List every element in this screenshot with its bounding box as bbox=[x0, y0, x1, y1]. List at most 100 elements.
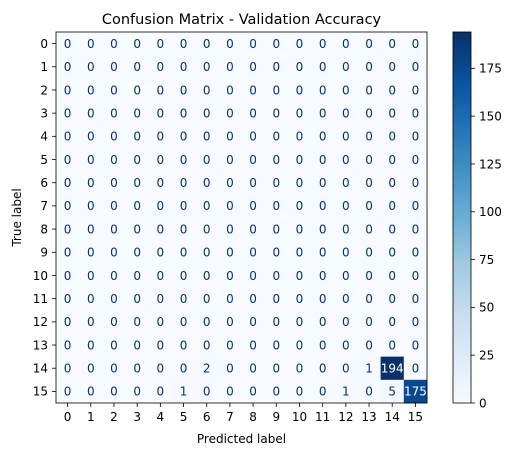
matrix-cell bbox=[79, 263, 103, 288]
matrix-cell bbox=[195, 171, 219, 195]
matrix-cell-value: 0 bbox=[296, 246, 304, 260]
matrix-cell bbox=[264, 356, 289, 381]
matrix-cell bbox=[195, 379, 219, 404]
matrix-cell bbox=[102, 287, 126, 311]
matrix-cell bbox=[148, 147, 173, 172]
matrix-cell-value: 0 bbox=[226, 222, 234, 236]
matrix-cell bbox=[403, 263, 428, 288]
matrix-cell-value: 0 bbox=[64, 106, 72, 120]
matrix-cell-value: 0 bbox=[87, 199, 95, 213]
matrix-cell-value: 0 bbox=[157, 338, 165, 352]
matrix-cell-value: 0 bbox=[272, 83, 280, 97]
matrix-cell-value: 0 bbox=[249, 83, 257, 97]
matrix-cell bbox=[264, 32, 289, 56]
matrix-cell-value: 0 bbox=[180, 199, 188, 213]
matrix-cell bbox=[311, 78, 335, 102]
matrix-cell bbox=[171, 101, 196, 126]
matrix-cell-value: 0 bbox=[296, 37, 304, 51]
matrix-cell-value: 0 bbox=[388, 269, 396, 283]
matrix-cell-value: 0 bbox=[319, 362, 327, 376]
matrix-cell-value: 0 bbox=[388, 199, 396, 213]
matrix-cell-value: 0 bbox=[180, 130, 188, 144]
matrix-cell bbox=[287, 124, 312, 149]
matrix-cell-value: 0 bbox=[365, 199, 373, 213]
matrix-cell-value: 0 bbox=[87, 83, 95, 97]
matrix-cell bbox=[241, 101, 265, 126]
matrix-cell bbox=[241, 379, 265, 404]
matrix-cell bbox=[241, 32, 265, 56]
x-tick-label: 13 bbox=[361, 410, 376, 424]
matrix-cell bbox=[218, 78, 242, 102]
x-tick-label: 5 bbox=[180, 410, 188, 424]
matrix-cell bbox=[403, 101, 428, 126]
x-tick-label: 6 bbox=[203, 410, 211, 424]
matrix-cell bbox=[241, 194, 265, 218]
matrix-cell bbox=[195, 55, 219, 79]
matrix-cell-value: 0 bbox=[110, 153, 118, 167]
matrix-cell bbox=[334, 263, 358, 288]
matrix-cell bbox=[380, 379, 405, 404]
matrix-cell-value: 0 bbox=[272, 362, 280, 376]
matrix-cell bbox=[264, 147, 289, 172]
matrix-cell-value: 0 bbox=[157, 292, 165, 306]
matrix-cell-value: 0 bbox=[226, 246, 234, 260]
matrix-cell bbox=[218, 147, 242, 172]
x-tick-label: 11 bbox=[315, 410, 330, 424]
matrix-cell-value: 0 bbox=[203, 246, 211, 260]
matrix-cell bbox=[195, 356, 219, 381]
matrix-cell-value: 0 bbox=[272, 37, 280, 51]
matrix-cell bbox=[125, 32, 150, 56]
matrix-cell-value: 0 bbox=[180, 176, 188, 190]
matrix-cell-value: 0 bbox=[249, 60, 257, 74]
matrix-cell-value: 0 bbox=[226, 37, 234, 51]
matrix-cell bbox=[264, 101, 289, 126]
matrix-cell bbox=[287, 263, 312, 288]
x-tick-label: 12 bbox=[338, 410, 353, 424]
matrix-cell-value: 0 bbox=[319, 246, 327, 260]
matrix-cell bbox=[218, 171, 242, 195]
matrix-cell bbox=[79, 147, 103, 172]
matrix-cell bbox=[264, 171, 289, 195]
matrix-cell-value: 0 bbox=[319, 130, 327, 144]
matrix-cell bbox=[241, 124, 265, 149]
matrix-cell-value: 0 bbox=[388, 246, 396, 260]
matrix-cell bbox=[311, 147, 335, 172]
matrix-cell-value: 0 bbox=[133, 222, 141, 236]
matrix-cell bbox=[241, 171, 265, 195]
x-axis-label: Predicted label bbox=[197, 432, 286, 446]
matrix-cell bbox=[380, 287, 405, 311]
matrix-cell-value: 0 bbox=[110, 130, 118, 144]
matrix-cell-value: 0 bbox=[110, 60, 118, 74]
matrix-cell bbox=[403, 310, 428, 334]
matrix-cell bbox=[357, 333, 381, 357]
matrix-cell bbox=[357, 171, 381, 195]
matrix-cell bbox=[380, 101, 405, 126]
matrix-cell bbox=[195, 240, 219, 265]
matrix-cell-value: 0 bbox=[319, 338, 327, 352]
matrix-cell bbox=[148, 217, 173, 241]
matrix-cell bbox=[403, 287, 428, 311]
matrix-cell-value: 0 bbox=[203, 292, 211, 306]
y-tick-label: 0 bbox=[40, 37, 48, 51]
matrix-cell-value: 0 bbox=[412, 362, 420, 376]
matrix-cell bbox=[241, 263, 265, 288]
matrix-cell-value: 0 bbox=[157, 153, 165, 167]
matrix-cell-value: 0 bbox=[133, 362, 141, 376]
matrix-cell bbox=[380, 240, 405, 265]
matrix-cell-value: 0 bbox=[226, 176, 234, 190]
matrix-cell bbox=[334, 101, 358, 126]
matrix-cell-value: 0 bbox=[342, 37, 350, 51]
matrix-cell-value: 0 bbox=[203, 176, 211, 190]
x-tick-label: 10 bbox=[292, 410, 307, 424]
matrix-cell-value: 0 bbox=[133, 315, 141, 329]
matrix-cell bbox=[357, 217, 381, 241]
matrix-cell bbox=[102, 55, 126, 79]
matrix-cell bbox=[380, 124, 405, 149]
matrix-cell-value: 0 bbox=[64, 292, 72, 306]
matrix-cell-value: 0 bbox=[319, 176, 327, 190]
matrix-cell-value: 0 bbox=[319, 37, 327, 51]
colorbar-tick-label: 0 bbox=[479, 396, 487, 410]
matrix-cell-value: 0 bbox=[110, 315, 118, 329]
matrix-cell-value: 0 bbox=[64, 37, 72, 51]
matrix-cell-value: 0 bbox=[180, 106, 188, 120]
